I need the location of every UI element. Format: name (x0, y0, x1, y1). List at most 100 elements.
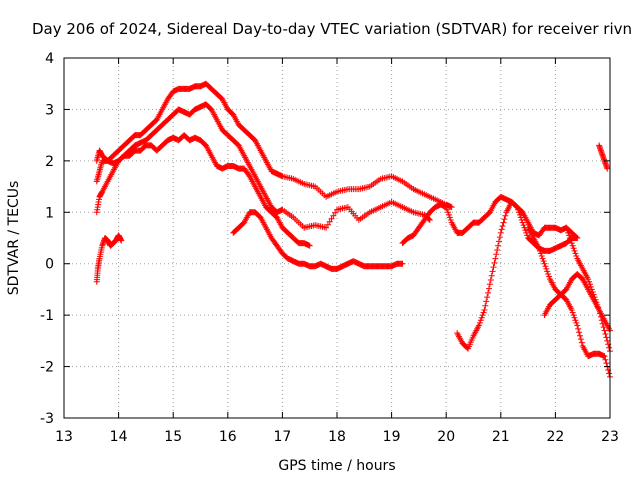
x-tick-label: 20 (437, 429, 455, 445)
data-point (603, 334, 610, 341)
data-point (596, 310, 603, 317)
data-point (587, 283, 594, 290)
data-point (536, 245, 543, 252)
data-point (541, 260, 548, 267)
data-point (578, 339, 585, 346)
x-tick-label: 18 (328, 429, 346, 445)
data-point (520, 222, 527, 229)
data-point (597, 313, 604, 320)
series-track-c (93, 132, 313, 249)
data-point (585, 276, 592, 283)
data-point (598, 317, 605, 324)
data-point (606, 344, 613, 351)
data-point (485, 289, 492, 296)
data-point (568, 240, 575, 247)
data-point (603, 360, 610, 367)
data-point (501, 216, 508, 223)
data-point (542, 263, 549, 270)
data-point (575, 325, 582, 332)
data-point (445, 211, 452, 218)
series-track-h (525, 224, 613, 380)
series-track-b (93, 101, 433, 231)
data-point (488, 272, 495, 279)
data-point (498, 226, 505, 233)
data-point (514, 204, 521, 211)
data-point (571, 314, 578, 321)
data-point (571, 247, 578, 254)
data-point (568, 307, 575, 313)
data-point (576, 329, 583, 336)
data-point (486, 281, 493, 288)
data-point (539, 255, 546, 262)
data-point (592, 296, 599, 303)
data-point (586, 278, 593, 285)
data-point (519, 219, 526, 226)
data-point (590, 291, 597, 298)
data-point (426, 217, 433, 223)
data-point (499, 223, 506, 229)
data-point (518, 217, 525, 223)
data-point (601, 353, 608, 360)
data-point (586, 281, 593, 288)
data-point (482, 302, 489, 309)
data-point (543, 265, 550, 272)
data-point (567, 237, 574, 244)
data-point (490, 264, 497, 271)
y-tick-label: 3 (45, 102, 54, 118)
series-track-a (93, 80, 455, 211)
data-point (479, 312, 486, 319)
x-axis-label: GPS time / hours (278, 458, 395, 474)
data-point (594, 301, 601, 308)
y-tick-label: 4 (45, 51, 54, 67)
data-point (570, 312, 577, 319)
y-tick-label: 0 (45, 257, 54, 273)
data-point (589, 289, 596, 295)
data-point (493, 251, 500, 258)
data-point (564, 227, 571, 234)
y-tick-label: -2 (40, 360, 54, 376)
data-point (448, 204, 455, 211)
data-point (602, 356, 609, 363)
series-track-g (454, 199, 581, 352)
series-track-e (230, 209, 406, 272)
data-point (118, 237, 125, 244)
series-track-k (596, 142, 611, 172)
data-point (497, 229, 504, 236)
data-point (591, 294, 598, 301)
data-point (477, 317, 484, 324)
data-point (569, 242, 576, 249)
data-point (483, 298, 490, 305)
x-tick-label: 13 (55, 429, 73, 445)
data-point (604, 337, 611, 344)
data-point (494, 247, 501, 253)
data-point (475, 322, 482, 329)
y-axis-label: SDTVAR / TECUs (6, 181, 22, 296)
data-point (606, 370, 613, 377)
data-point (516, 211, 523, 218)
data-point (588, 286, 595, 293)
data-point (495, 238, 502, 245)
x-tick-label: 19 (383, 429, 401, 445)
x-tick-label: 23 (601, 429, 619, 445)
data-point (522, 227, 529, 234)
data-point (595, 304, 602, 311)
data-point (600, 324, 607, 331)
data-point (502, 212, 509, 219)
data-points (93, 80, 613, 380)
data-point (566, 235, 573, 241)
data-point (489, 268, 496, 275)
data-point (573, 253, 580, 259)
data-point (487, 277, 494, 283)
data-point (500, 219, 507, 226)
data-point (399, 260, 406, 267)
data-point (485, 285, 492, 292)
data-point (443, 204, 450, 211)
data-point (572, 317, 579, 324)
data-point (484, 294, 491, 301)
data-point (601, 327, 608, 334)
x-tick-label: 22 (546, 429, 564, 445)
data-point (577, 336, 584, 343)
data-point (570, 245, 577, 252)
data-point (513, 203, 520, 210)
